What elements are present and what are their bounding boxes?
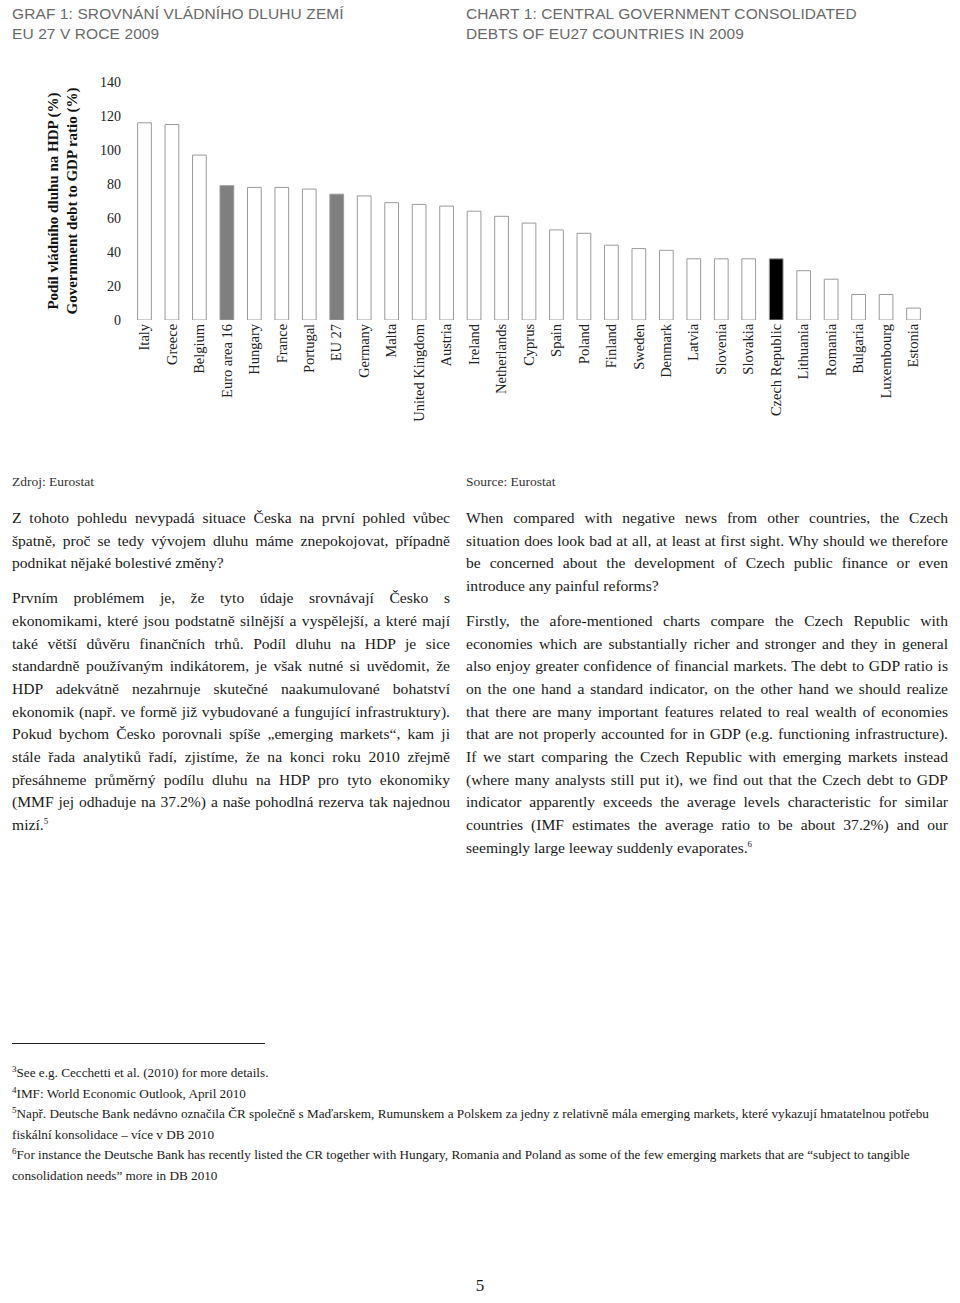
svg-text:Greece: Greece xyxy=(164,324,180,365)
svg-text:United Kingdom: United Kingdom xyxy=(411,323,427,422)
html-text:DEBTS OF EU27 COUNTRIES IN 200: DEBTS OF EU27 COUNTRIES IN 2009 xyxy=(466,25,744,42)
svg-text:Netherlands: Netherlands xyxy=(493,324,509,394)
html-text:Firstly, the afore-mentioned c: Firstly, the afore-mentioned charts comp… xyxy=(466,611,948,856)
html-text:GRAF 1: SROVNÁNÍ VLÁDNÍHO DLUH: GRAF 1: SROVNÁNÍ VLÁDNÍHO DLUHU ZEMÍ xyxy=(12,5,344,22)
svg-text:Germany: Germany xyxy=(356,323,372,378)
svg-text:Belgium: Belgium xyxy=(191,323,207,374)
svg-text:Luxembourg: Luxembourg xyxy=(878,324,894,399)
svg-text:Hungary: Hungary xyxy=(246,323,262,374)
html-text:5Např. Deutsche Bank nedávno o: 5Např. Deutsche Bank nedávno označila ČR… xyxy=(12,1104,929,1142)
svg-text:EU 27: EU 27 xyxy=(328,324,344,361)
svg-text:Bulgaria: Bulgaria xyxy=(850,323,866,373)
svg-text:Euro area 16: Euro area 16 xyxy=(219,324,235,398)
svg-text:Slovakia: Slovakia xyxy=(740,323,756,374)
svg-text:0: 0 xyxy=(114,313,121,328)
svg-text:Denmark: Denmark xyxy=(658,323,674,378)
html-text:EU 27 V ROCE 2009: EU 27 V ROCE 2009 xyxy=(12,25,160,42)
svg-text:80: 80 xyxy=(107,177,121,192)
html-text:Z tohoto pohledu nevypadá situ: Z tohoto pohledu nevypadá situace Česka … xyxy=(12,509,450,572)
svg-text:Sweden: Sweden xyxy=(631,323,647,370)
svg-text:Podíl vládního dluhu na HDP (%: Podíl vládního dluhu na HDP (%)Governmen… xyxy=(45,87,82,314)
svg-text:Estonia: Estonia xyxy=(905,323,921,367)
html-text:6For instance the Deutsche Ban: 6For instance the Deutsche Bank has rece… xyxy=(12,1145,910,1183)
html-text:Prvním problémem je, že tyto ú: Prvním problémem je, že tyto údaje srovn… xyxy=(12,589,450,834)
svg-text:Latvia: Latvia xyxy=(686,323,702,361)
svg-text:Austria: Austria xyxy=(438,323,454,366)
svg-text:Cyprus: Cyprus xyxy=(521,324,537,366)
svg-text:140: 140 xyxy=(100,75,121,90)
svg-text:Ireland: Ireland xyxy=(466,323,482,365)
svg-text:Portugal: Portugal xyxy=(301,324,317,373)
svg-text:60: 60 xyxy=(107,211,121,226)
svg-text:Malta: Malta xyxy=(383,323,399,357)
svg-text:Poland: Poland xyxy=(576,323,592,364)
html-text:When compared with negative ne: When compared with negative news from ot… xyxy=(466,509,948,595)
svg-text:100: 100 xyxy=(100,143,121,158)
html-text:4IMF: World Economic Outlook,: 4IMF: World Economic Outlook, April 2010 xyxy=(12,1084,246,1101)
svg-text:20: 20 xyxy=(107,279,121,294)
svg-text:120: 120 xyxy=(100,109,121,124)
svg-text:Slovenia: Slovenia xyxy=(713,323,729,374)
svg-text:Czech Republic: Czech Republic xyxy=(768,324,784,416)
svg-text:Finland: Finland xyxy=(603,323,619,368)
svg-text:Lithuania: Lithuania xyxy=(795,323,811,379)
svg-text:40: 40 xyxy=(107,245,121,260)
svg-text:Italy: Italy xyxy=(136,323,152,350)
svg-text:Romania: Romania xyxy=(823,323,839,376)
html-text:5: 5 xyxy=(475,1276,485,1295)
svg-text:France: France xyxy=(274,324,290,363)
svg-text:Spain: Spain xyxy=(548,323,564,357)
html-text:3See e.g. Cecchetti et al. (20: 3See e.g. Cecchetti et al. (2010) for mo… xyxy=(12,1063,269,1080)
html-text:Source: Eurostat: Source: Eurostat xyxy=(466,474,556,489)
html-text:CHART 1: CENTRAL GOVERNMENT CO: CHART 1: CENTRAL GOVERNMENT CONSOLIDATED xyxy=(466,5,857,22)
html-text:Zdroj: Eurostat: Zdroj: Eurostat xyxy=(12,474,95,489)
